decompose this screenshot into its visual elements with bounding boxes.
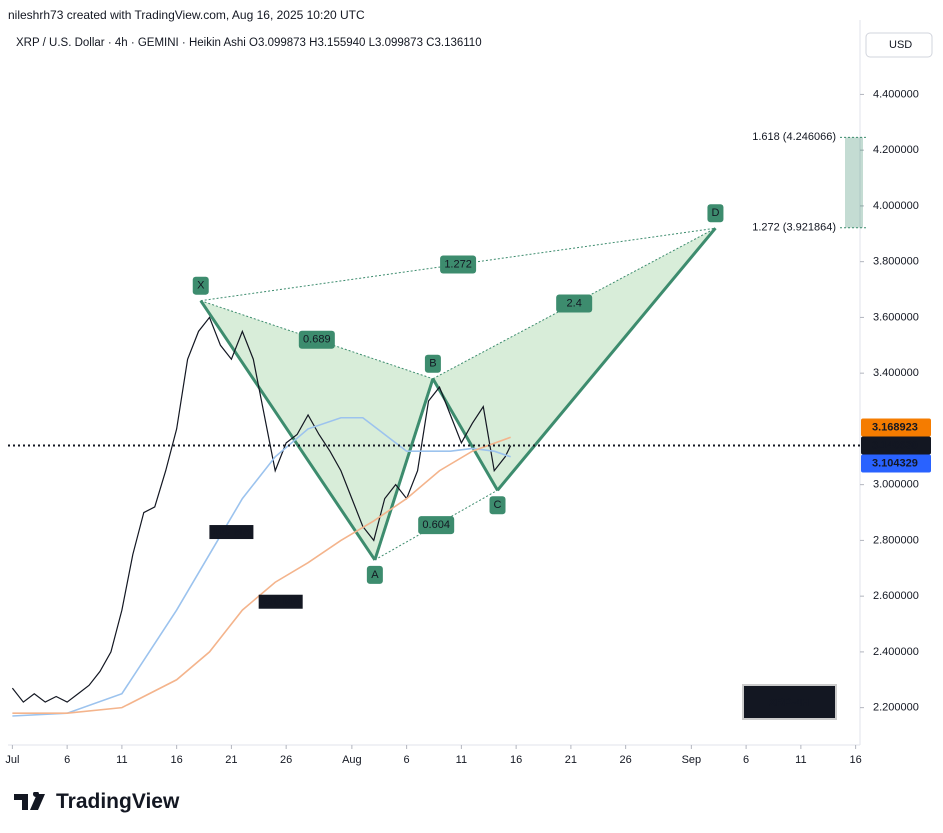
ratio-bg xyxy=(440,255,477,274)
symbol-legend: XRP / U.S. Dollar · 4h · GEMINI · Heikin… xyxy=(16,37,482,49)
watermark-bg xyxy=(742,684,837,720)
point-label: A xyxy=(371,569,379,581)
y-tick-label: 2.400000 xyxy=(873,646,919,658)
x-tick-label: 11 xyxy=(456,754,467,766)
y-tick-label: 3.000000 xyxy=(873,479,919,491)
ratio-bg xyxy=(298,330,335,349)
point-label: C xyxy=(494,499,502,511)
pattern-leg xyxy=(496,227,717,492)
pattern-leg xyxy=(199,299,377,561)
watermark: XRP-4H xyxy=(769,697,809,709)
ratio-bg xyxy=(418,516,455,535)
price-tag-bg xyxy=(861,454,931,473)
ma-tag: 200 MA xyxy=(261,596,300,608)
fib-label: 1.618 (4.246066) xyxy=(752,131,836,143)
y-tick-label: 4.000000 xyxy=(873,200,919,212)
y-tick-label: 3.400000 xyxy=(873,367,919,379)
point-marker xyxy=(489,496,506,515)
y-tick-label: 2.600000 xyxy=(873,590,919,602)
price-line xyxy=(11,316,512,703)
price-tag: 3.140630 xyxy=(872,439,918,451)
x-tick-label: 21 xyxy=(565,754,577,766)
x-tick-label: Sep xyxy=(682,754,702,766)
price-line xyxy=(12,416,511,717)
currency-box[interactable] xyxy=(865,32,933,58)
x-tick-label: 6 xyxy=(64,754,70,766)
ratio-label: 1.272 xyxy=(444,258,472,270)
x-tick-label: 11 xyxy=(116,754,127,766)
x-tick-label: 16 xyxy=(510,754,522,766)
price-tag-bg xyxy=(861,436,931,455)
point-label: B xyxy=(429,358,436,370)
x-tick-label: 6 xyxy=(743,754,749,766)
fib-zone xyxy=(845,137,863,228)
y-tick-label: 4.200000 xyxy=(873,144,919,156)
logo-icon xyxy=(14,792,45,810)
y-tick-label: 3.600000 xyxy=(873,311,919,323)
point-marker xyxy=(192,276,209,295)
pattern-dotted xyxy=(374,489,498,561)
ma-tag: 100 MA xyxy=(212,526,251,538)
ratio-label: 2.4 xyxy=(567,297,582,309)
ma-tag-bg xyxy=(209,525,254,540)
y-tick-label: 3.800000 xyxy=(873,256,919,268)
y-tick-label: 2.800000 xyxy=(873,534,919,546)
point-marker xyxy=(707,204,724,223)
currency: USD xyxy=(889,39,912,51)
x-tick-label: 6 xyxy=(404,754,410,766)
x-tick-label: Jul xyxy=(5,754,19,766)
price-tag: 3.104329 xyxy=(872,457,918,469)
x-tick-label: Aug xyxy=(342,754,362,766)
ratio-label: 0.689 xyxy=(303,334,331,346)
pattern-leg xyxy=(373,378,435,561)
footer-text: TradingView xyxy=(56,790,180,813)
header: nileshrh73 created with TradingView.com,… xyxy=(8,8,365,22)
pattern-dotted xyxy=(200,227,716,302)
x-tick-label: 26 xyxy=(620,754,632,766)
y-tick-label: 4.400000 xyxy=(873,88,919,100)
ma-tag-bg xyxy=(258,594,303,609)
x-tick-label: 11 xyxy=(795,754,806,766)
ratio-label: 0.604 xyxy=(422,519,450,531)
y-tick-label: 2.200000 xyxy=(873,702,919,714)
point-label: X xyxy=(197,280,205,292)
ratio-bg xyxy=(556,294,593,313)
x-tick-label: 21 xyxy=(225,754,237,766)
x-tick-label: 26 xyxy=(280,754,292,766)
x-tick-label: 16 xyxy=(171,754,183,766)
point-marker xyxy=(424,354,441,373)
fib-label: 1.272 (3.921864) xyxy=(752,222,836,234)
price-tag-bg xyxy=(861,418,931,437)
pattern-dotted xyxy=(200,300,434,380)
point-marker xyxy=(366,565,383,584)
x-tick-label: 16 xyxy=(849,754,861,766)
pattern-triangle xyxy=(432,228,716,491)
footer-logo: TradingView xyxy=(14,790,179,814)
price-tag: 3.168923 xyxy=(872,421,918,433)
point-label: D xyxy=(711,207,719,219)
price-line xyxy=(12,436,511,715)
